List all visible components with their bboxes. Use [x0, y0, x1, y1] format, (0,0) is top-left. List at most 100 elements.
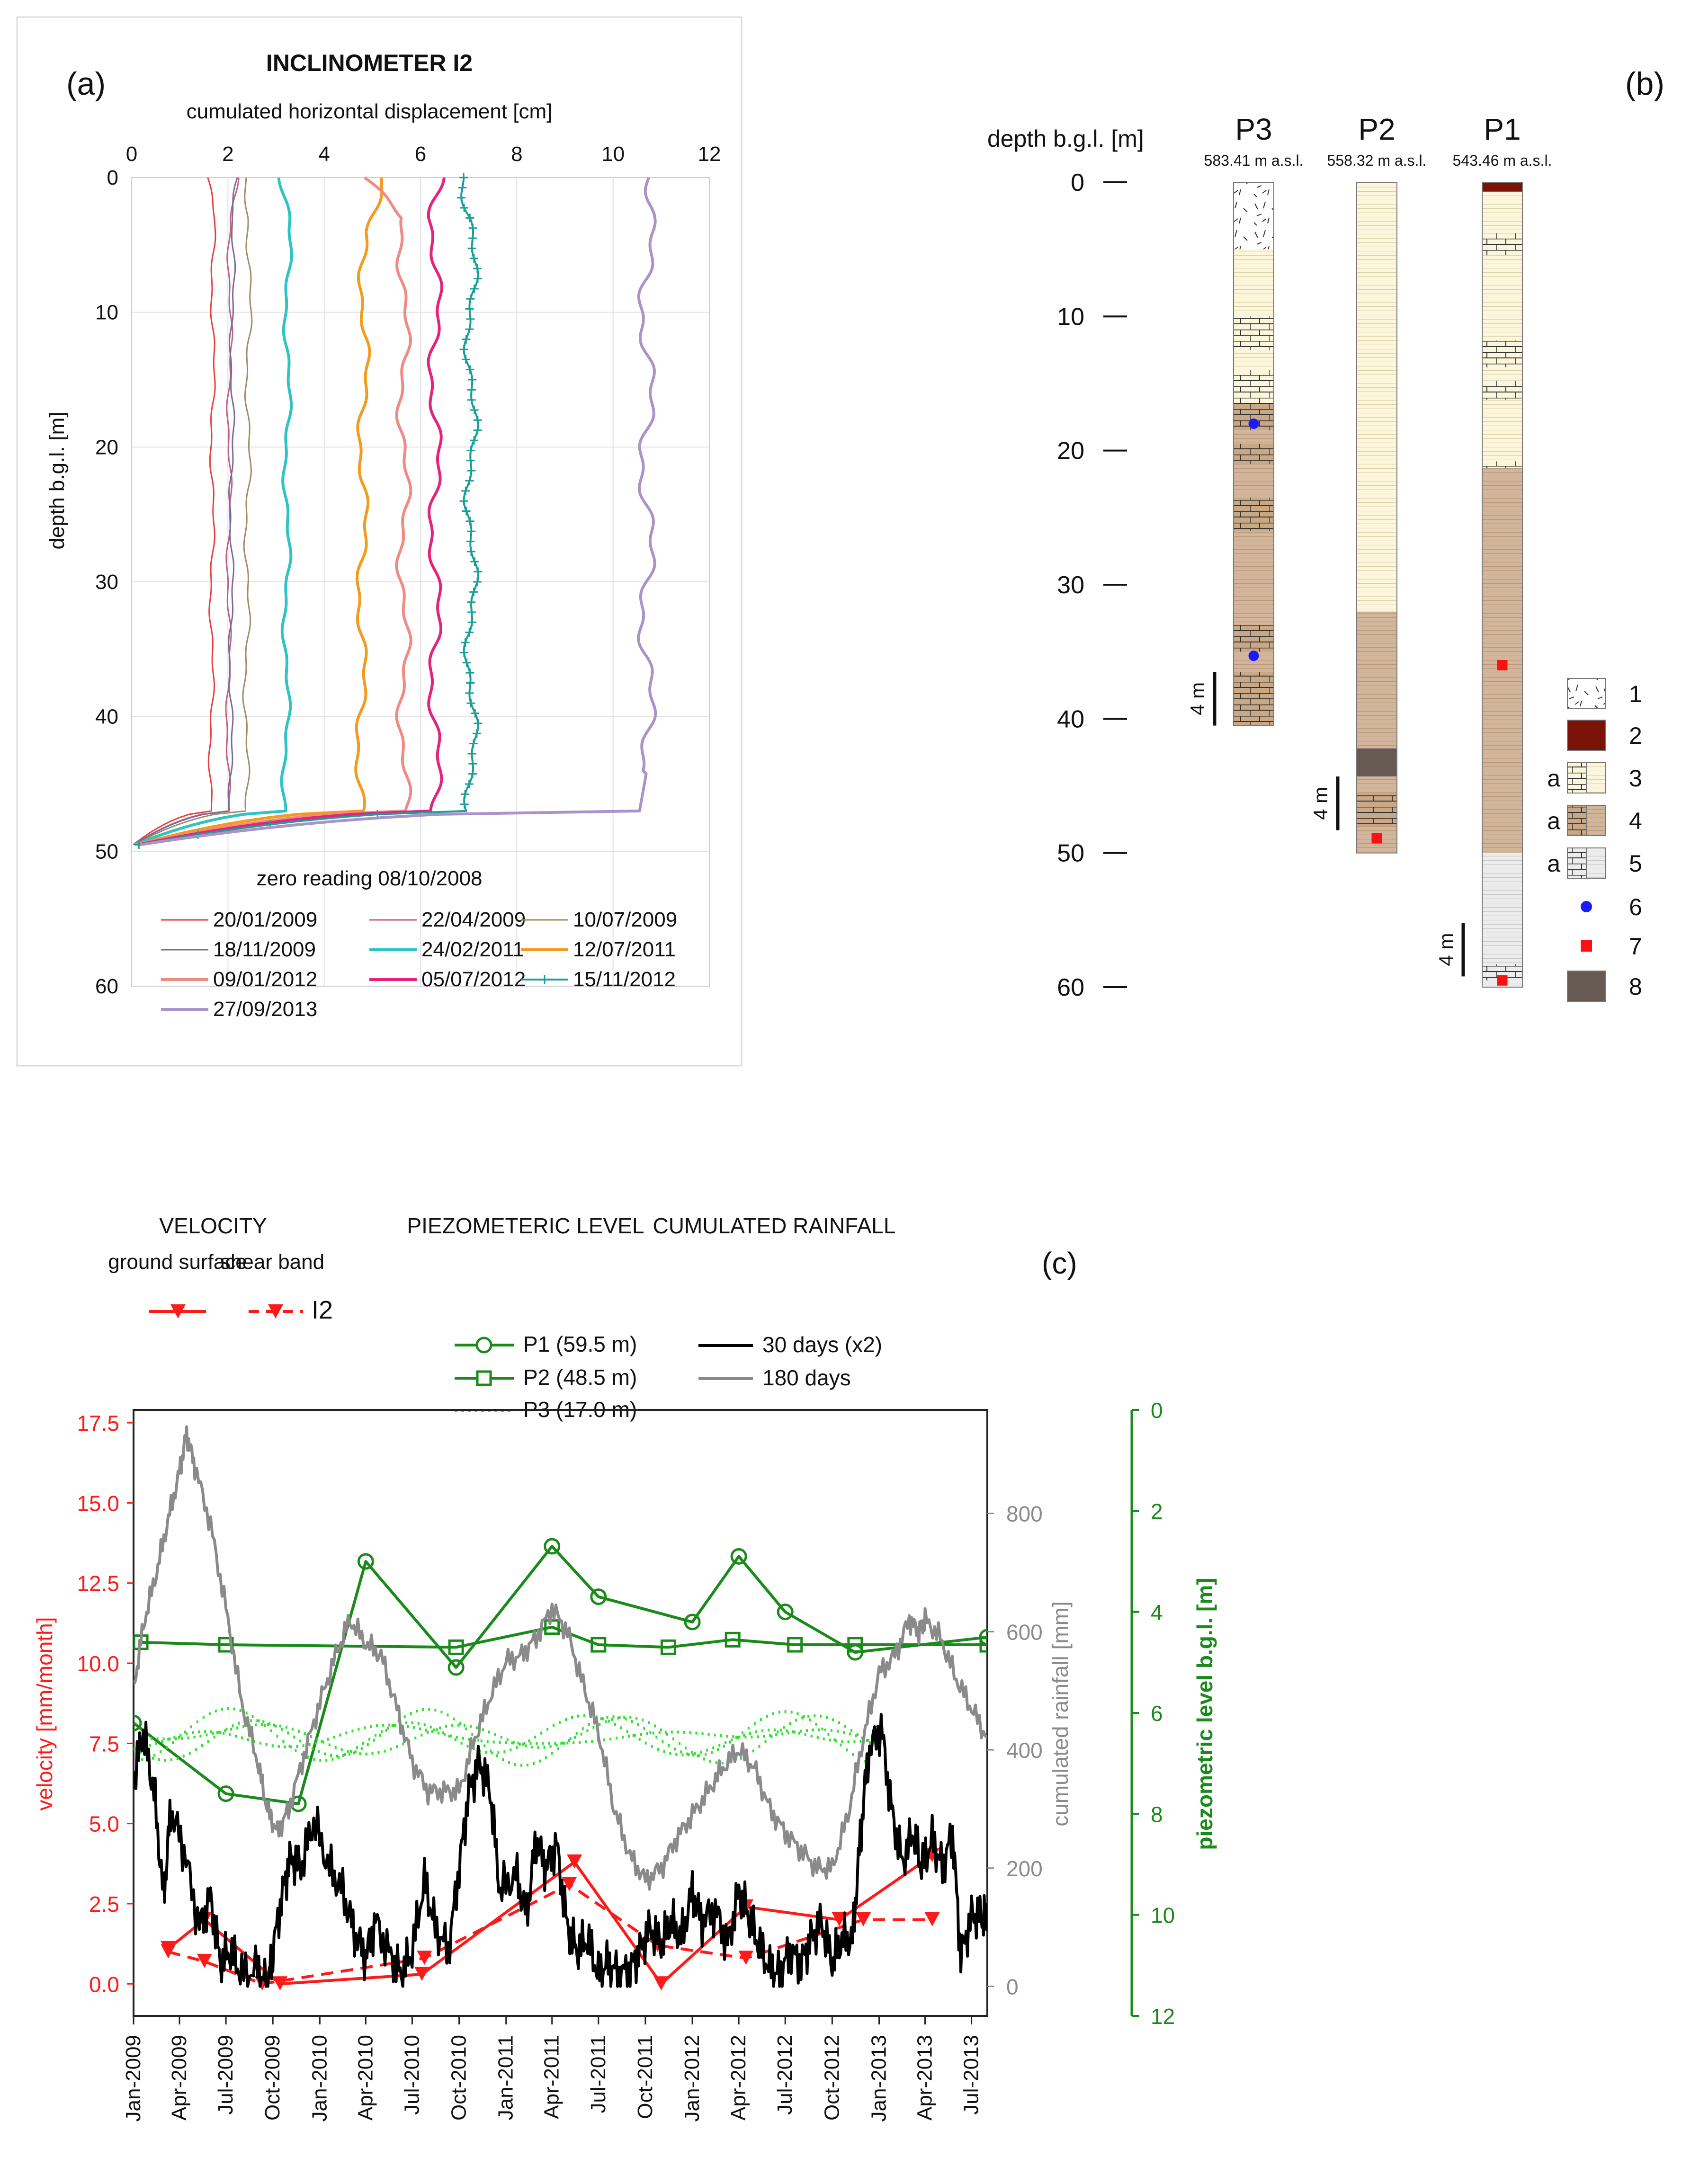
p3-dot [642, 1719, 644, 1722]
p3-dot [291, 1728, 294, 1731]
legend-swatch [1586, 762, 1606, 793]
series-marker [465, 688, 474, 697]
p3-dot [324, 1752, 326, 1756]
legend-rain30-label: 30 days (x2) [762, 1332, 882, 1357]
p3-dot [259, 1741, 261, 1745]
series-marker [461, 638, 470, 647]
p3-dot [475, 1726, 478, 1729]
x-tick-label: Jan-2013 [868, 2035, 891, 2122]
p3-dot [510, 1748, 512, 1752]
p3-dot [212, 1732, 214, 1735]
p3-dot [827, 1733, 830, 1736]
p1-marker [777, 1604, 794, 1621]
p3-dot [407, 1725, 409, 1728]
p3-dot [536, 1742, 538, 1745]
x-tick-label: Oct-2010 [447, 2035, 471, 2121]
p3-dot [464, 1724, 466, 1727]
p3-dot [562, 1741, 564, 1745]
panel-label-b: (b) [1625, 66, 1664, 102]
p3-dot [855, 1734, 857, 1738]
y-tick-label: 20 [95, 436, 118, 459]
p3-dot [629, 1716, 632, 1719]
p3-dot [385, 1729, 387, 1732]
legend-label: 4 [1629, 808, 1642, 834]
p3-dot [585, 1740, 587, 1744]
p3-dot [792, 1730, 794, 1734]
y-tick-label: 30 [1057, 571, 1084, 599]
series-marker [465, 325, 474, 334]
p3-dot [565, 1718, 567, 1721]
p3-dot [443, 1733, 446, 1736]
p3-dot [380, 1730, 383, 1733]
p3-dot [678, 1742, 680, 1745]
p3-dot [449, 1734, 452, 1738]
p3-dot [417, 1722, 420, 1725]
series-marker [470, 557, 479, 566]
p1-marker [447, 1659, 465, 1676]
p3-dot [755, 1730, 758, 1733]
p3-dot [752, 1749, 754, 1753]
p3-dot [543, 1746, 546, 1749]
piezometer-square-7 [1497, 975, 1508, 986]
layer-4a [1357, 793, 1397, 826]
p3-dot [591, 1739, 593, 1743]
p3-dot [477, 1738, 480, 1742]
p3-dot [456, 1736, 458, 1739]
p3-dot [732, 1735, 734, 1738]
p3-dot [419, 1727, 421, 1730]
layer-4a [1234, 444, 1274, 464]
p3-dot [448, 1735, 450, 1738]
p3-dot [175, 1737, 177, 1740]
x-tick-label: Apr-2013 [913, 2035, 937, 2121]
p3-dot [425, 1729, 427, 1732]
p3-dot [229, 1733, 231, 1736]
p3-dot [836, 1729, 839, 1733]
x-tick-label: Oct-2009 [261, 2035, 284, 2121]
legend-label: 12/07/2011 [573, 938, 676, 961]
velocity-marker [562, 1877, 577, 1891]
legend-velocity-marker [268, 1304, 283, 1319]
p3-dot [778, 1711, 780, 1714]
layer-2 [1482, 182, 1522, 192]
p3-dot [770, 1735, 773, 1738]
p3-dot [579, 1741, 581, 1744]
x-tick-label: Jul-2012 [773, 2035, 796, 2115]
p3-dot [804, 1733, 806, 1736]
legend-prefix: a [1547, 808, 1560, 834]
p3-dot [270, 1729, 272, 1732]
p3-dot [684, 1747, 687, 1750]
p3-dot [777, 1730, 779, 1734]
y-tick-label: 10 [1057, 303, 1084, 330]
p3-dot [262, 1720, 265, 1723]
series-marker [462, 658, 471, 667]
series-line-10-07-2009 [134, 177, 253, 846]
p3-dot [302, 1744, 304, 1747]
p3-dot [393, 1724, 395, 1728]
layer-5 [1482, 853, 1522, 964]
p3-dot [223, 1732, 225, 1735]
p3-dot [842, 1731, 845, 1734]
borehole-column [1482, 182, 1523, 988]
p3-dot [643, 1727, 645, 1730]
p3-dot [339, 1733, 341, 1737]
p3-dot [459, 1722, 461, 1725]
p3-dot [606, 1716, 608, 1719]
legend-piezo-title: PIEZOMETERIC LEVEL [407, 1213, 644, 1238]
p3-dot [353, 1751, 355, 1755]
x-tick-label: 10 [601, 143, 625, 166]
panel-a-inclinometer: (a) INCLINOMETER I2 cumulated horizontal d… [16, 16, 743, 1067]
p2-marker [544, 1619, 560, 1635]
p2-marker [448, 1639, 464, 1655]
x-tick-label: Jan-2009 [122, 2035, 145, 2122]
y-rain-tick-label: 0 [1006, 1975, 1019, 1999]
p3-dot [376, 1724, 378, 1728]
p3-dot [763, 1735, 765, 1738]
p3-dot [250, 1719, 252, 1722]
p3-dot [614, 1722, 616, 1726]
p3-dot [225, 1728, 228, 1731]
p3-dot [367, 1743, 369, 1747]
scale-bar-label: 4 m [1186, 682, 1208, 715]
p3-dot [316, 1738, 318, 1741]
p3-dot [466, 1745, 469, 1748]
p3-dot [634, 1734, 636, 1737]
